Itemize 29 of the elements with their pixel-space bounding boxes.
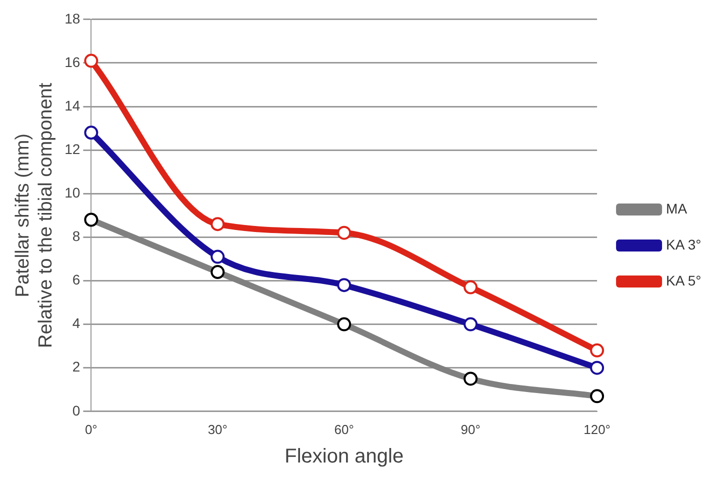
y-tick-label: 2 <box>72 358 80 375</box>
x-tick-label: 60° <box>334 422 354 437</box>
y-tick-label: 8 <box>72 228 80 244</box>
point <box>84 126 98 140</box>
point <box>590 343 604 358</box>
point <box>337 278 352 292</box>
point <box>464 280 478 294</box>
y-tick-label: 0 <box>72 402 80 418</box>
y-axis-title: Patellar shifts (mm) Relative to the tibial component <box>12 82 56 348</box>
y-tick-label: 6 <box>72 272 80 288</box>
y-tick-label: 4 <box>72 315 80 332</box>
y-tick-label: 18 <box>64 10 80 26</box>
x-tick-label: 0° <box>84 422 98 437</box>
legend-label: MA <box>666 200 688 216</box>
y-tick-label: 16 <box>64 54 80 70</box>
x-tick-label: 30° <box>208 422 228 437</box>
x-tick-label: 120° <box>584 422 610 437</box>
point <box>210 217 225 232</box>
point <box>590 360 604 375</box>
y-tick-label: 14 <box>64 97 80 114</box>
legend-label: KA 3° <box>666 236 702 252</box>
legend-label: KA 5° <box>666 272 702 288</box>
point <box>337 226 352 240</box>
x-axis-title: Flexion angle <box>284 446 404 468</box>
y-tick-label: 12 <box>64 140 80 157</box>
point <box>464 317 478 332</box>
x-tick-label: 90° <box>460 422 480 437</box>
y-tick-label: 10 <box>64 184 80 200</box>
point <box>210 250 225 264</box>
